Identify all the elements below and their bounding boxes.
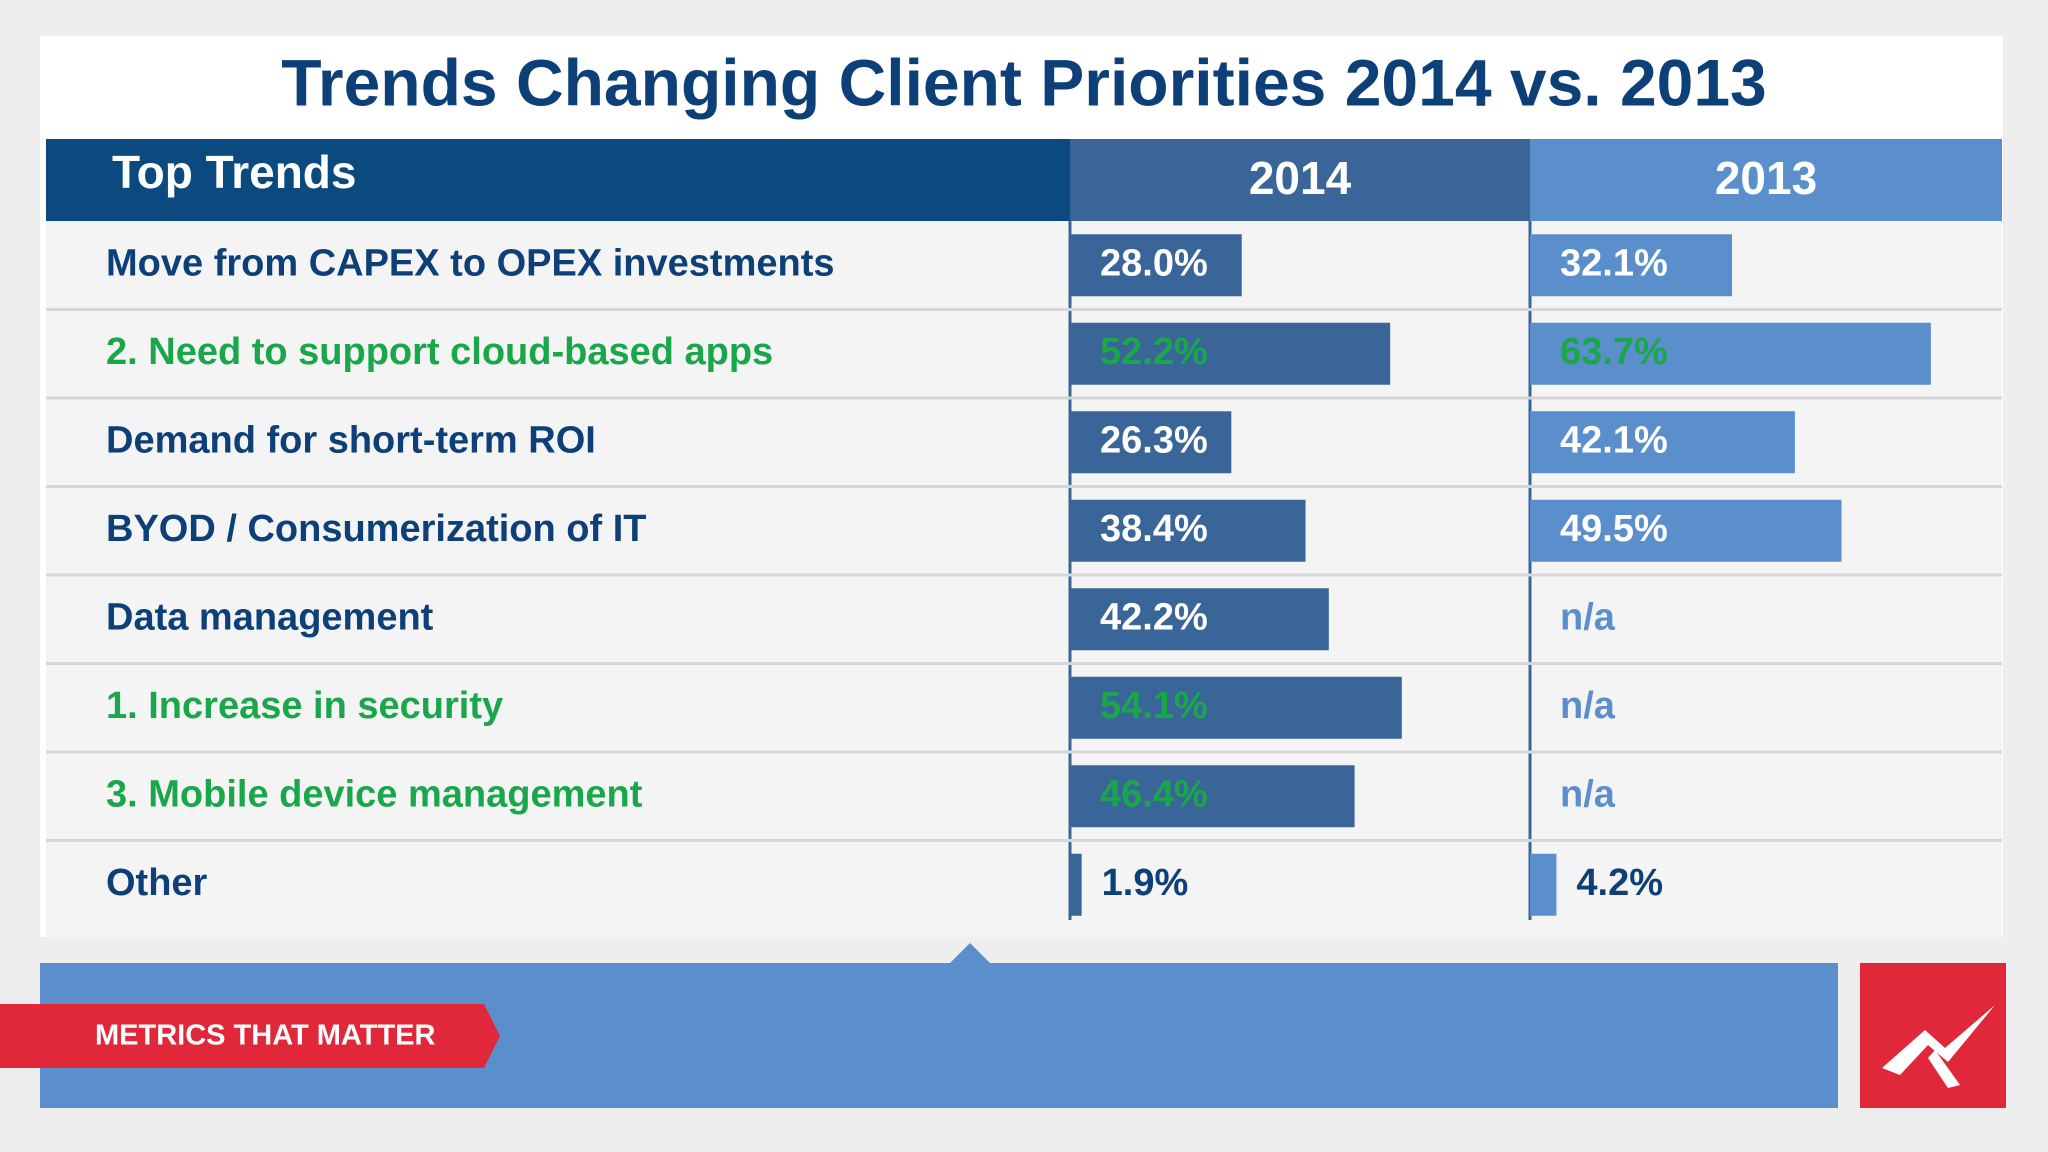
bar bbox=[1530, 322, 1931, 385]
row-label: 2. Need to support cloud-based apps bbox=[106, 331, 773, 373]
footer-tag-text: METRICS THAT MATTER bbox=[95, 1020, 435, 1052]
value-label: 46.4% bbox=[1100, 773, 1208, 815]
row-label: Demand for short-term ROI bbox=[106, 419, 596, 461]
value-label: 63.7% bbox=[1560, 331, 1668, 373]
value-label: 52.2% bbox=[1100, 331, 1208, 373]
value-label: n/a bbox=[1560, 773, 1616, 815]
row-label: 3. Mobile device management bbox=[106, 773, 643, 815]
column-header: 2014 bbox=[1249, 152, 1352, 204]
bar bbox=[1070, 853, 1082, 916]
value-label: 38.4% bbox=[1100, 508, 1208, 550]
value-label: 49.5% bbox=[1560, 508, 1668, 550]
bar bbox=[1070, 676, 1402, 739]
bar bbox=[1070, 499, 1306, 562]
footer-notch bbox=[950, 943, 990, 963]
column-header: 2013 bbox=[1715, 152, 1817, 204]
value-label: 42.1% bbox=[1560, 419, 1668, 461]
bar bbox=[1070, 411, 1232, 474]
bar bbox=[1530, 411, 1795, 474]
value-label: n/a bbox=[1560, 596, 1616, 638]
value-label: 42.2% bbox=[1100, 596, 1208, 638]
value-label: 4.2% bbox=[1576, 862, 1663, 904]
value-label: n/a bbox=[1560, 685, 1616, 727]
bar bbox=[1530, 499, 1842, 562]
chart-title: Trends Changing Client Priorities 2014 v… bbox=[281, 45, 1767, 119]
header-cell bbox=[46, 139, 1070, 221]
bar bbox=[1070, 588, 1329, 651]
value-label: 32.1% bbox=[1560, 242, 1668, 284]
row-label: BYOD / Consumerization of IT bbox=[106, 508, 646, 550]
row-label: Data management bbox=[106, 596, 434, 638]
bar bbox=[1070, 234, 1242, 297]
logo-box bbox=[1860, 963, 2006, 1108]
value-label: 54.1% bbox=[1100, 685, 1208, 727]
column-header-cell bbox=[1530, 139, 2002, 221]
bar bbox=[1530, 234, 1733, 297]
row-label: Other bbox=[106, 862, 208, 904]
value-label: 26.3% bbox=[1100, 419, 1208, 461]
row-label: 1. Increase in security bbox=[106, 685, 503, 727]
bar bbox=[1070, 322, 1391, 385]
bar bbox=[1530, 853, 1557, 916]
value-label: 28.0% bbox=[1100, 242, 1208, 284]
value-label: 1.9% bbox=[1102, 862, 1189, 904]
footer-tag bbox=[0, 1004, 500, 1068]
row-label: Move from CAPEX to OPEX investments bbox=[106, 242, 835, 284]
category-header: Top Trends bbox=[112, 146, 357, 198]
bar bbox=[1070, 765, 1355, 828]
logo-mark bbox=[1882, 1005, 1995, 1088]
column-header-cell bbox=[1070, 139, 1530, 221]
